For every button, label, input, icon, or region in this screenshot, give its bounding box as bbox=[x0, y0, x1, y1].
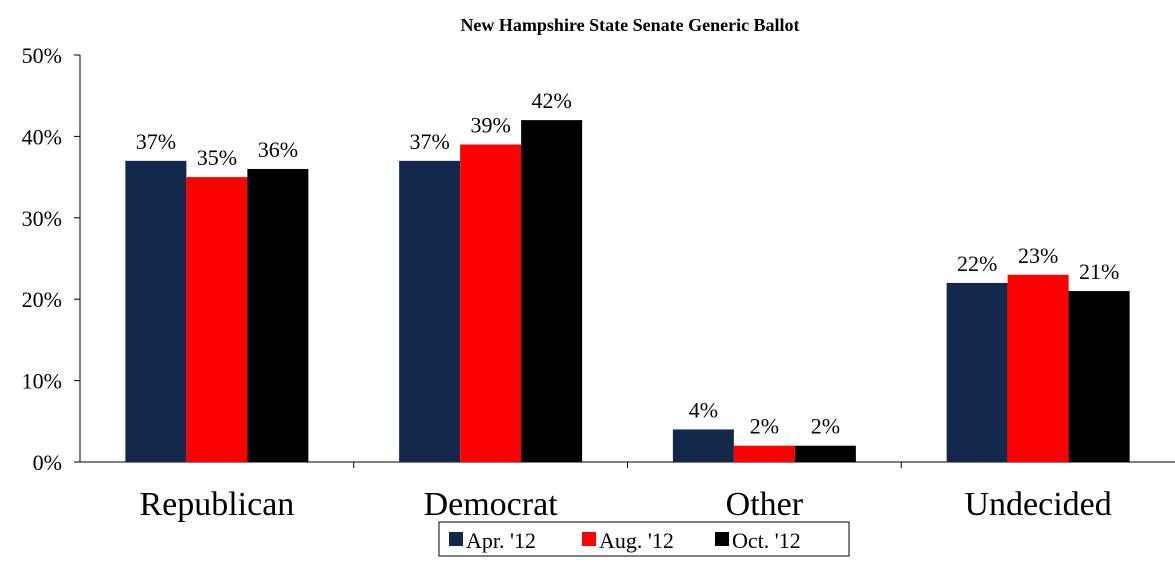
data-label: 37% bbox=[409, 129, 449, 154]
data-label: 21% bbox=[1079, 259, 1119, 284]
y-tick-label: 20% bbox=[22, 287, 62, 312]
data-label: 4% bbox=[689, 397, 718, 422]
chart-title: New Hampshire State Senate Generic Ballo… bbox=[460, 15, 799, 35]
legend-box bbox=[438, 521, 850, 557]
bar bbox=[247, 168, 309, 462]
data-label: 36% bbox=[258, 137, 298, 162]
bar bbox=[186, 177, 248, 462]
legend-swatch bbox=[715, 532, 729, 546]
y-tick-label: 50% bbox=[22, 43, 62, 68]
legend-swatch bbox=[582, 532, 596, 546]
bar bbox=[1007, 274, 1069, 462]
bar bbox=[460, 144, 522, 463]
bar bbox=[733, 445, 795, 462]
bar bbox=[521, 120, 583, 463]
y-tick-label: 40% bbox=[22, 124, 62, 149]
x-category-label: Other bbox=[726, 486, 804, 523]
legend-label: Apr. '12 bbox=[466, 528, 536, 553]
legend-label: Oct. '12 bbox=[732, 528, 801, 553]
data-label: 2% bbox=[750, 414, 779, 439]
data-label: 37% bbox=[136, 129, 176, 154]
bar bbox=[1068, 291, 1130, 462]
y-tick-label: 0% bbox=[33, 450, 62, 475]
y-tick-label: 10% bbox=[22, 369, 62, 394]
x-category-label: Republican bbox=[139, 486, 294, 523]
data-label: 35% bbox=[197, 145, 237, 170]
legend-label: Aug. '12 bbox=[599, 528, 674, 553]
bar bbox=[794, 445, 856, 462]
data-label: 39% bbox=[470, 113, 510, 138]
data-label: 42% bbox=[531, 88, 571, 113]
bars bbox=[125, 120, 1130, 463]
bar bbox=[672, 429, 734, 462]
x-category-label: Democrat bbox=[424, 486, 559, 523]
bar bbox=[125, 160, 187, 462]
x-axis-categories: Republican Democrat Other Undecided bbox=[139, 462, 1112, 523]
data-labels: 37% 35% 36% 37% 39% 42% 4% 2% 2% 22% 23% 21% bbox=[136, 88, 1120, 439]
y-tick-label: 30% bbox=[22, 206, 62, 231]
bar bbox=[399, 160, 461, 462]
data-label: 23% bbox=[1018, 243, 1058, 268]
x-category-label: Undecided bbox=[964, 486, 1111, 523]
y-axis-ticks: 0% 10% 20% 30% 40% 50% bbox=[22, 43, 80, 475]
legend: Apr. '12 Aug. '12 Oct. '12 bbox=[438, 521, 850, 557]
bar bbox=[946, 282, 1008, 462]
data-label: 2% bbox=[811, 414, 840, 439]
data-label: 22% bbox=[957, 251, 997, 276]
legend-swatch bbox=[449, 532, 463, 546]
